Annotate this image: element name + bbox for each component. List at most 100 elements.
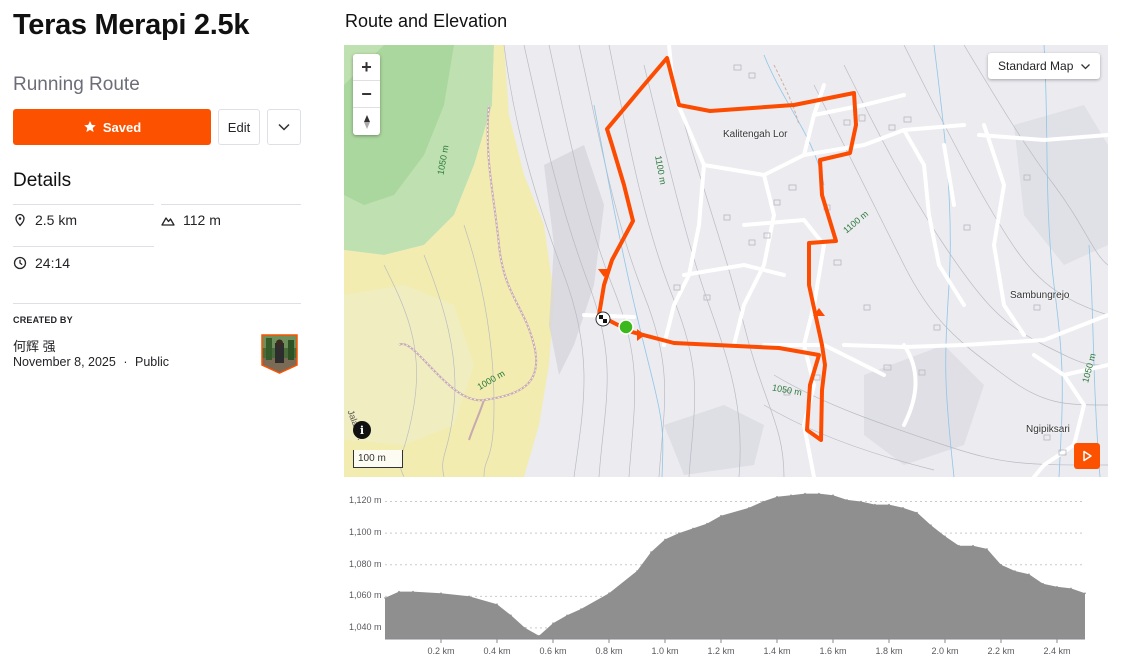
- route-line: [597, 56, 858, 442]
- x-tick-label: 1.6 km: [819, 646, 847, 656]
- elevation-point: [510, 614, 512, 617]
- elevation-gain-stat: 112 m: [161, 212, 221, 228]
- place-label-ngipiksari: Ngipiksari: [1026, 424, 1070, 435]
- divider: [13, 303, 301, 304]
- x-tick-label: 2.4 km: [1043, 646, 1071, 656]
- elevation-point: [608, 592, 610, 594]
- y-tick-label: 1,040 m: [349, 621, 382, 632]
- y-tick-label: 1,120 m: [349, 495, 382, 506]
- details-heading: Details: [13, 170, 72, 191]
- divider: [161, 204, 301, 205]
- x-tick-label: 0.8 km: [595, 646, 623, 656]
- compass-icon: [363, 114, 370, 129]
- x-tick-label: 2.0 km: [931, 646, 959, 656]
- elevation-point: [958, 544, 960, 547]
- place-label-sambungrejo: Sambungrejo: [1010, 290, 1070, 301]
- created-by-heading: CREATED BY: [13, 315, 73, 325]
- x-tick-label: 0.2 km: [427, 646, 455, 656]
- x-tick-label: 2.2 km: [987, 646, 1015, 656]
- zoom-in-button[interactable]: +: [353, 54, 380, 81]
- clock-icon: [13, 256, 27, 270]
- saved-button-label: Saved: [102, 119, 142, 135]
- map-style-label: Standard Map: [998, 59, 1074, 73]
- elevation-point: [1028, 573, 1030, 575]
- elevation-point: [538, 635, 540, 637]
- elevation-point: [986, 548, 988, 550]
- x-tick-label: 0.6 km: [539, 646, 567, 656]
- more-options-button[interactable]: [267, 109, 301, 145]
- elevation-point: [832, 494, 834, 496]
- elevation-point: [916, 511, 918, 514]
- scale-bar: 100 m: [353, 450, 403, 468]
- x-tick-label: 1.2 km: [707, 646, 735, 656]
- elevation-point: [706, 522, 708, 525]
- elevation-point: [650, 551, 652, 553]
- elevation-point: [860, 500, 862, 503]
- map-canvas: [344, 45, 1108, 477]
- created-date: November 8, 2025: [13, 355, 116, 369]
- moving-time-stat: 24:14: [13, 255, 70, 271]
- meta-separator: ·: [123, 355, 128, 369]
- route-map[interactable]: Kalitengah Lor Sambungrejo Ngipiksari 10…: [344, 45, 1108, 477]
- section-title: Route and Elevation: [345, 11, 508, 31]
- avatar[interactable]: [261, 334, 298, 374]
- elevation-point: [972, 544, 974, 547]
- y-tick-label: 1,100 m: [349, 527, 382, 538]
- athlete-name[interactable]: 何辉 强: [13, 339, 56, 354]
- elevation-point: [846, 499, 848, 501]
- mountain-icon: [161, 217, 175, 226]
- elevation-area: [385, 493, 1085, 639]
- elevation-point: [678, 532, 680, 534]
- finish-marker: [595, 311, 611, 327]
- zoom-out-button[interactable]: −: [353, 81, 380, 108]
- elevation-point: [930, 524, 932, 526]
- elevation-point: [412, 590, 414, 593]
- star-icon: [84, 121, 96, 132]
- elevation-chart[interactable]: 1,120 m 1,100 m 1,080 m 1,060 m 1,040 m 0.2 k…: [344, 486, 1108, 666]
- elevation-point: [566, 614, 568, 617]
- elevation-point: [1000, 563, 1002, 566]
- elevation-point: [1042, 582, 1044, 585]
- route-title: Teras Merapi 2.5k: [13, 9, 250, 41]
- x-tick-label: 1.8 km: [875, 646, 903, 656]
- x-tick-label: 1.0 km: [651, 646, 679, 656]
- elevation-point: [874, 503, 876, 506]
- place-label-kalitengah-lor: Kalitengah Lor: [723, 129, 788, 140]
- elevation-point: [580, 608, 582, 610]
- elevation-point: [776, 495, 778, 498]
- distance-value: 2.5 km: [35, 212, 78, 228]
- compass-button[interactable]: [353, 108, 380, 135]
- distance-stat: 2.5 km: [13, 212, 77, 228]
- chevron-down-icon: [1081, 63, 1090, 69]
- divider: [13, 204, 154, 205]
- info-button[interactable]: i: [353, 421, 371, 439]
- play-icon: [1083, 450, 1092, 462]
- created-meta: November 8, 2025 · Public: [13, 355, 169, 369]
- route-type: Running Route: [13, 74, 140, 95]
- elevation-point: [762, 500, 764, 503]
- map-style-selector[interactable]: Standard Map: [988, 53, 1100, 79]
- x-tick-label: 1.4 km: [763, 646, 791, 656]
- y-tick-label: 1,060 m: [349, 590, 382, 601]
- elevation-chart-canvas: [384, 492, 1086, 643]
- edit-button[interactable]: Edit: [218, 109, 260, 145]
- elevation-point: [692, 527, 694, 530]
- saved-button[interactable]: Saved: [13, 109, 211, 145]
- divider: [13, 246, 154, 247]
- elevation-point: [440, 592, 442, 594]
- elevation-point: [496, 603, 498, 605]
- elevation-point: [664, 538, 666, 541]
- elevation-point: [398, 590, 400, 593]
- elevation-point: [944, 535, 946, 538]
- elevation-point: [1056, 586, 1058, 588]
- elevation-point: [888, 503, 890, 506]
- chevron-down-icon: [278, 123, 290, 131]
- y-tick-label: 1,080 m: [349, 558, 382, 569]
- elevation-point: [524, 627, 526, 629]
- elevation-point: [790, 494, 792, 496]
- flyover-button[interactable]: [1074, 443, 1100, 469]
- x-tick-label: 0.4 km: [483, 646, 511, 656]
- elevation-point: [1014, 570, 1016, 572]
- elevation-gain-value: 112 m: [183, 212, 221, 228]
- elevation-point: [468, 595, 470, 598]
